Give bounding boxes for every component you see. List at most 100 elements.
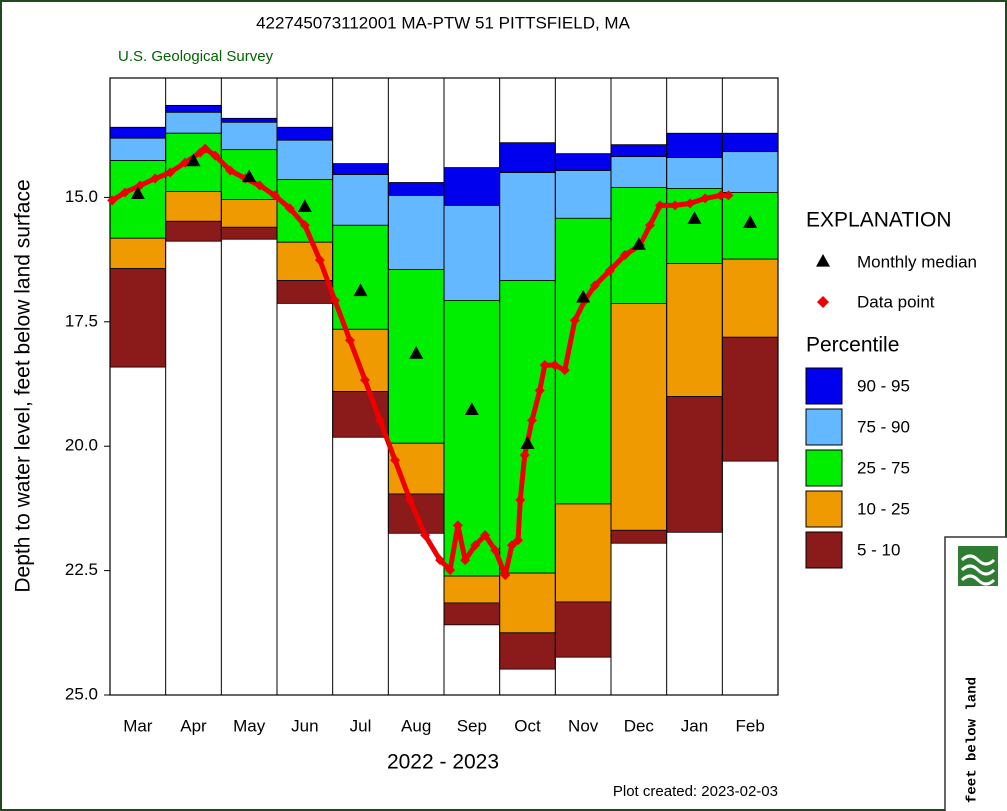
data-point bbox=[107, 195, 118, 206]
legend: EXPLANATION Percentile Monthly median Dat… bbox=[805, 209, 977, 569]
legend-swatch bbox=[805, 531, 843, 569]
legend-label: 90 - 95 bbox=[857, 376, 910, 395]
x-axis-label: 2022 - 2023 bbox=[387, 751, 499, 774]
percentile-band bbox=[443, 602, 501, 626]
legend-label: 5 - 10 bbox=[857, 540, 900, 559]
data-point bbox=[604, 265, 615, 276]
percentile-band bbox=[554, 153, 612, 171]
percentile-band bbox=[109, 137, 167, 161]
data-point bbox=[490, 545, 501, 556]
data-point bbox=[670, 200, 681, 211]
y-tick-label: 15.0 bbox=[65, 187, 98, 206]
percentile-band bbox=[387, 195, 445, 270]
percentile-band bbox=[554, 601, 612, 658]
data-point bbox=[435, 555, 446, 566]
y-axis-label: Depth to water level, feet below land su… bbox=[12, 179, 35, 592]
percentile-band bbox=[332, 224, 389, 330]
window-text: feet below land bbox=[965, 677, 981, 803]
data-point bbox=[200, 143, 211, 154]
chart-subtitle: U.S. Geological Survey bbox=[118, 48, 274, 65]
percentile-band bbox=[443, 167, 501, 206]
percentile-band bbox=[499, 280, 556, 574]
percentile-band bbox=[499, 632, 556, 670]
percentile-band bbox=[220, 117, 278, 123]
percentile-band bbox=[109, 126, 167, 139]
data-point bbox=[120, 187, 131, 198]
x-tick-label: Feb bbox=[736, 716, 765, 735]
x-tick-label: Jul bbox=[350, 716, 372, 735]
overlay-window: feet below land bbox=[944, 536, 1007, 811]
logo-waves bbox=[960, 554, 996, 586]
y-tick-label: 22.5 bbox=[65, 560, 98, 579]
percentile-band bbox=[666, 157, 723, 189]
data-point bbox=[715, 190, 726, 201]
data-point bbox=[700, 193, 711, 204]
percentile-band bbox=[610, 303, 668, 531]
percentile-band bbox=[554, 503, 612, 603]
chart-title: 422745073112001 MA-PTW 51 PITTSFIELD, MA bbox=[256, 13, 631, 32]
data-point bbox=[506, 540, 517, 551]
percentile-band bbox=[220, 199, 278, 228]
legend-label: 75 - 90 bbox=[857, 417, 910, 436]
data-point bbox=[500, 570, 511, 581]
median-marker bbox=[242, 169, 257, 183]
data-point bbox=[210, 150, 221, 161]
data-point bbox=[644, 220, 655, 231]
legend-label: 10 - 25 bbox=[857, 499, 910, 518]
percentile-band bbox=[332, 174, 389, 226]
percentile-band bbox=[109, 237, 167, 269]
data-point bbox=[480, 530, 491, 541]
data-point bbox=[685, 198, 696, 209]
data-point bbox=[254, 180, 265, 191]
percentile-band bbox=[443, 300, 501, 577]
percentile-title: Percentile bbox=[806, 334, 899, 357]
y-tick-label: 25.0 bbox=[65, 684, 98, 703]
data-point bbox=[225, 165, 236, 176]
legend-label: 25 - 75 bbox=[857, 458, 910, 477]
data-point bbox=[374, 415, 385, 426]
percentile-band bbox=[499, 572, 556, 634]
data-point bbox=[619, 250, 630, 261]
data-point bbox=[526, 415, 537, 426]
percentile-band bbox=[499, 142, 556, 173]
legend-point-marker bbox=[817, 296, 829, 308]
data-point bbox=[405, 494, 416, 505]
x-tick-label: Aug bbox=[401, 716, 431, 735]
y-tick-label: 20.0 bbox=[65, 436, 98, 455]
median-marker bbox=[743, 215, 758, 228]
x-tick-label: Oct bbox=[514, 716, 541, 735]
data-point bbox=[539, 360, 550, 371]
data-point bbox=[534, 385, 545, 396]
data-point bbox=[284, 203, 295, 214]
data-point bbox=[549, 360, 560, 371]
legend-swatch bbox=[805, 408, 843, 446]
legend-swatch bbox=[805, 490, 843, 528]
percentile-band bbox=[610, 144, 668, 158]
percentile-band bbox=[165, 191, 222, 222]
median-marker bbox=[409, 346, 424, 359]
percentile-band bbox=[554, 217, 612, 505]
data-point bbox=[445, 565, 456, 576]
data-point bbox=[299, 220, 310, 231]
percentile-band bbox=[109, 268, 167, 368]
data-point bbox=[515, 494, 526, 505]
median-marker bbox=[464, 402, 479, 415]
percentile-band bbox=[721, 132, 779, 153]
x-tick-label: Mar bbox=[123, 716, 153, 735]
percentile-band bbox=[276, 126, 334, 141]
data-point bbox=[390, 455, 401, 466]
x-tick-label: Nov bbox=[568, 716, 599, 735]
plot-border bbox=[109, 77, 779, 696]
x-tick-label: Apr bbox=[180, 716, 207, 735]
legend-median-marker bbox=[816, 254, 830, 267]
data-point bbox=[420, 530, 431, 541]
data-point bbox=[344, 335, 355, 346]
x-tick-label: Jun bbox=[291, 716, 318, 735]
data-point bbox=[452, 520, 463, 531]
percentile-band bbox=[666, 132, 723, 159]
percentile-band bbox=[276, 139, 334, 180]
data-point bbox=[269, 190, 280, 201]
percentile-band bbox=[165, 220, 222, 242]
y-tick-label: 17.5 bbox=[65, 311, 98, 330]
